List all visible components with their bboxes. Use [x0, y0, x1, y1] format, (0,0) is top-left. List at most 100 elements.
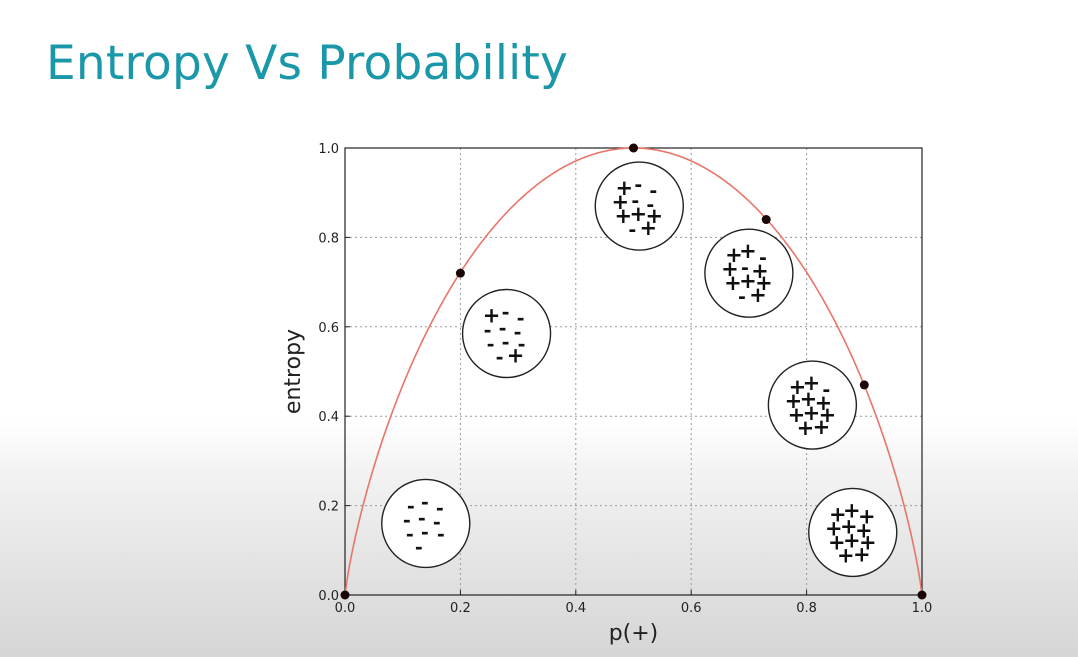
- minus-symbol: -: [759, 247, 767, 269]
- sample-group: - - -- - -- - --: [381, 478, 471, 569]
- minus-symbol: -: [517, 308, 525, 330]
- y-tick-label: 1.0: [318, 142, 339, 157]
- y-axis-label: entropy: [281, 329, 306, 414]
- plus-symbol: +: [837, 543, 855, 567]
- sample-circles: - - -- - -- - --+ - -- - -- - -- ++ - -+ - -+++- +++ -+ - +++…: [381, 161, 898, 578]
- plus-symbol: +: [724, 271, 742, 295]
- plus-symbol: +: [507, 344, 525, 368]
- x-tick-label: 0.0: [335, 601, 356, 616]
- sample-group: +++++++++++: [808, 487, 898, 578]
- data-point: [455, 268, 465, 278]
- x-axis-label: p(+): [609, 621, 659, 646]
- plus-symbol: +: [615, 176, 633, 200]
- plus-symbol: +: [611, 190, 629, 214]
- minus-symbol: -: [437, 523, 445, 545]
- minus-symbol: -: [499, 318, 507, 340]
- minus-symbol: -: [418, 507, 426, 529]
- minus-symbol: -: [433, 511, 441, 533]
- plus-symbol: +: [858, 504, 876, 528]
- minus-symbol: -: [421, 491, 429, 513]
- minus-symbol: -: [646, 194, 654, 216]
- plus-symbol: +: [785, 389, 803, 413]
- minus-symbol: -: [415, 536, 423, 558]
- data-point: [761, 215, 771, 225]
- minus-symbol: -: [502, 332, 510, 354]
- plus-symbol: +: [843, 498, 861, 522]
- plus-symbol: +: [788, 403, 806, 427]
- sample-circle: [704, 228, 794, 318]
- plus-symbol: +: [828, 530, 846, 554]
- data-point: [340, 590, 350, 600]
- plus-symbol: +: [815, 391, 833, 415]
- minus-symbol: -: [407, 495, 415, 517]
- plus-symbol: +: [749, 283, 767, 307]
- y-tick-label: 0.4: [318, 410, 339, 425]
- minus-symbol: -: [628, 219, 636, 241]
- y-tick-label: 0.6: [318, 321, 339, 336]
- plus-symbol: +: [755, 271, 773, 295]
- minus-symbol: -: [487, 334, 495, 356]
- plus-symbol: +: [725, 243, 743, 267]
- minus-symbol: -: [406, 523, 414, 545]
- plus-symbol: +: [803, 401, 821, 425]
- minus-symbol: -: [822, 379, 830, 401]
- x-tick-label: 0.2: [450, 601, 471, 616]
- minus-symbol: -: [631, 190, 639, 212]
- x-ticks: 0.0 0.2 0.4 0.6 0.8 1.0: [335, 590, 933, 616]
- plus-symbol: +: [739, 269, 757, 293]
- y-tick-label: 0.0: [318, 589, 339, 604]
- sample-circle: [767, 360, 858, 450]
- x-tick-label: 0.8: [796, 601, 817, 616]
- plus-symbol: +: [800, 387, 818, 411]
- minus-symbol: -: [514, 322, 522, 344]
- data-point: [629, 143, 638, 153]
- plus-symbol: +: [819, 403, 837, 427]
- plus-symbol: +: [614, 204, 632, 228]
- plus-symbol: +: [789, 375, 807, 399]
- plus-symbol: +: [721, 257, 739, 281]
- plus-symbol: +: [645, 204, 663, 228]
- minus-symbol: -: [484, 320, 492, 342]
- plus-symbol: +: [853, 542, 871, 566]
- plus-symbol: +: [859, 530, 877, 554]
- y-tick-label: 0.2: [318, 500, 339, 515]
- minus-symbol: -: [738, 286, 746, 308]
- sample-circle: [381, 478, 471, 569]
- x-tick-label: 1.0: [912, 601, 933, 616]
- minus-symbol: -: [502, 302, 510, 324]
- y-tick-label: 0.8: [318, 231, 339, 246]
- minus-symbol: -: [518, 334, 526, 356]
- minus-symbol: -: [496, 347, 504, 369]
- data-point: [917, 590, 927, 600]
- minus-symbol: -: [403, 509, 411, 531]
- plus-symbol: +: [803, 371, 821, 395]
- plus-symbol: +: [797, 416, 815, 440]
- minus-symbol: -: [634, 174, 642, 196]
- sample-group: ++ -++++++++: [767, 360, 858, 450]
- plus-symbol: +: [751, 259, 769, 283]
- minus-symbol: -: [741, 257, 749, 279]
- plus-symbol: +: [813, 415, 831, 439]
- x-tick-label: 0.6: [681, 601, 702, 616]
- plus-symbol: +: [825, 516, 843, 540]
- plus-symbol: +: [840, 514, 858, 538]
- data-point: [859, 380, 869, 390]
- plus-symbol: +: [855, 518, 873, 542]
- y-ticks: 0.0 0.2 0.4 0.6 0.8 1.0: [318, 142, 350, 604]
- x-tick-label: 0.4: [565, 601, 586, 616]
- plus-symbol: +: [639, 216, 657, 240]
- slide-title: Entropy Vs Probability: [46, 36, 568, 91]
- minus-symbol: -: [436, 497, 444, 519]
- sample-circle: [808, 487, 898, 578]
- plus-symbol: +: [843, 528, 861, 552]
- minus-symbol: -: [421, 521, 429, 543]
- sample-circle: [461, 288, 552, 379]
- sample-group: + - -- - -- - -- +: [461, 288, 552, 379]
- sample-group: ++ -+ - ++++- +: [704, 228, 794, 318]
- plus-symbol: +: [739, 239, 757, 263]
- data-points: [340, 143, 927, 600]
- plus-symbol: +: [483, 304, 501, 328]
- sample-circle: [594, 161, 684, 251]
- plus-symbol: +: [829, 502, 847, 526]
